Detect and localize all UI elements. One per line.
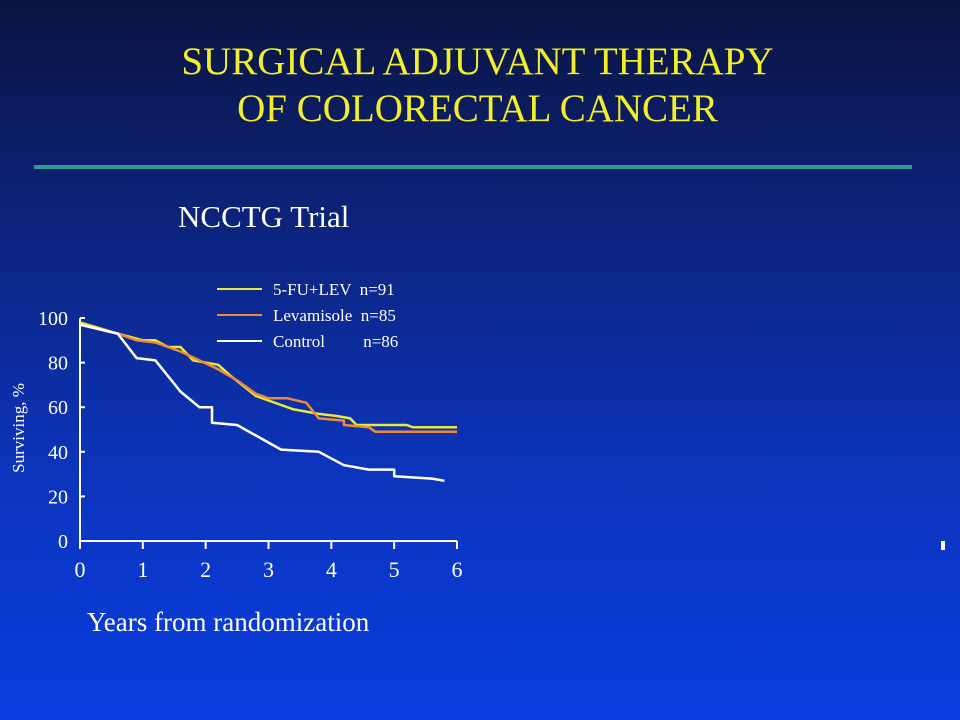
x-tick-label: 4 xyxy=(326,557,337,582)
x-tick-label: 3 xyxy=(263,557,274,582)
legend-label-2: Levamisole n=85 xyxy=(273,306,396,325)
y-tick-label: 20 xyxy=(48,486,68,508)
x-tick-label: 6 xyxy=(452,557,463,582)
y-tick-label: 0 xyxy=(58,531,68,553)
slide-title: SURGICAL ADJUVANT THERAPY OF COLORECTAL … xyxy=(0,38,955,132)
legend-label-1: 5-FU+LEV n=91 xyxy=(273,280,395,299)
title-divider xyxy=(34,165,912,169)
title-line-2: OF COLORECTAL CANCER xyxy=(237,87,718,130)
series-line-1 xyxy=(79,321,457,429)
y-tick-label: 80 xyxy=(48,353,68,375)
x-axis-label: Years from randomization xyxy=(87,607,370,637)
y-tick-label: 100 xyxy=(38,308,68,330)
chart-subtitle: NCCTG Trial xyxy=(178,199,350,234)
slide-marker xyxy=(941,541,945,550)
title-line-1: SURGICAL ADJUVANT THERAPY xyxy=(181,40,774,83)
chart-axes: 0 20 40 60 80 100 0 1 2 3 4 5 6 xyxy=(38,308,463,582)
x-tick-label: 2 xyxy=(200,557,211,582)
x-tick-label: 0 xyxy=(75,557,86,582)
x-tick-label: 1 xyxy=(137,557,148,582)
series-line-2 xyxy=(79,323,457,433)
chart-legend: 5-FU+LEV n=91 Levamisole n=85 Control n=86 xyxy=(217,280,398,351)
series-line-3 xyxy=(79,323,445,483)
legend-label-3: Control n=86 xyxy=(273,332,398,351)
y-tick-label: 60 xyxy=(48,397,68,419)
y-axis-label: Surviving, % xyxy=(9,383,28,473)
y-tick-label: 40 xyxy=(48,442,68,464)
chart-series xyxy=(79,321,457,483)
x-tick-label: 5 xyxy=(389,557,400,582)
